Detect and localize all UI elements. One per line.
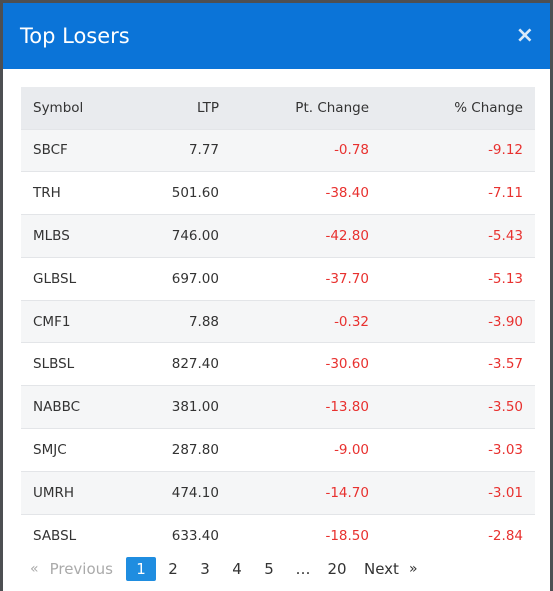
table-row[interactable]: TRH 501.60 -38.40 -7.11 [21, 171, 535, 215]
page-button-20[interactable]: 20 [327, 560, 347, 578]
table-row[interactable]: SBCF 7.77 -0.78 -9.12 [21, 128, 535, 172]
cell-symbol: TRH [21, 171, 141, 215]
cell-ltp: 381.00 [141, 385, 231, 429]
page-button-4[interactable]: 4 [232, 560, 242, 578]
cell-pt-change: -0.32 [231, 299, 381, 343]
cell-pt-change: -37.70 [231, 256, 381, 301]
table-row[interactable]: SMJC 287.80 -9.00 -3.03 [21, 428, 535, 472]
cell-pct-change: -9.12 [381, 128, 535, 172]
next-page-button[interactable]: Next [363, 560, 399, 578]
header-symbol[interactable]: Symbol [21, 87, 141, 129]
cell-pt-change: -9.00 [231, 428, 381, 472]
close-icon[interactable]: × [515, 23, 534, 48]
cell-symbol: NABBC [21, 385, 141, 429]
modal-title: Top Losers [20, 24, 130, 48]
page-button-3[interactable]: 3 [200, 560, 210, 578]
cell-symbol: CMF1 [21, 299, 141, 343]
cell-pct-change: -2.84 [381, 513, 535, 557]
cell-pt-change: -0.78 [231, 128, 381, 172]
cell-pt-change: -18.50 [231, 513, 381, 557]
table-row[interactable]: SLBSL 827.40 -30.60 -3.57 [21, 342, 535, 386]
cell-pt-change: -14.70 [231, 470, 381, 515]
cell-symbol: SLBSL [21, 342, 141, 386]
pagination-ellipsis: … [295, 560, 311, 578]
cell-symbol: SBCF [21, 128, 141, 172]
cell-pct-change: -3.50 [381, 385, 535, 429]
table-row[interactable]: NABBC 381.00 -13.80 -3.50 [21, 385, 535, 429]
cell-pct-change: -3.01 [381, 470, 535, 515]
table-row[interactable]: CMF1 7.88 -0.32 -3.90 [21, 299, 535, 343]
cell-symbol: SABSL [21, 513, 141, 557]
cell-pct-change: -7.11 [381, 171, 535, 215]
prev-arrow-icon: « [30, 561, 39, 577]
cell-ltp: 474.10 [141, 470, 231, 515]
cell-pt-change: -13.80 [231, 385, 381, 429]
cell-pct-change: -3.57 [381, 342, 535, 386]
header-ltp[interactable]: LTP [141, 87, 231, 129]
cell-pct-change: -5.13 [381, 256, 535, 301]
top-losers-modal: Top Losers × Symbol LTP Pt. Change % Cha… [3, 3, 550, 591]
cell-ltp: 7.77 [141, 128, 231, 172]
cell-symbol: GLBSL [21, 256, 141, 301]
cell-pct-change: -3.03 [381, 428, 535, 472]
table-row[interactable]: SABSL 633.40 -18.50 -2.84 [21, 513, 535, 557]
cell-pt-change: -42.80 [231, 214, 381, 258]
previous-page-button[interactable]: Previous [49, 560, 113, 578]
cell-ltp: 501.60 [141, 171, 231, 215]
cell-ltp: 746.00 [141, 214, 231, 258]
next-arrow-icon[interactable]: » [408, 561, 418, 577]
cell-pt-change: -30.60 [231, 342, 381, 386]
page-button-5[interactable]: 5 [264, 560, 274, 578]
header-pt-change[interactable]: Pt. Change [231, 87, 381, 129]
cell-ltp: 697.00 [141, 256, 231, 301]
modal-header: Top Losers × [3, 3, 550, 69]
cell-symbol: UMRH [21, 470, 141, 515]
cell-symbol: SMJC [21, 428, 141, 472]
page-button-1[interactable]: 1 [125, 557, 156, 581]
cell-pct-change: -5.43 [381, 214, 535, 258]
cell-ltp: 7.88 [141, 299, 231, 343]
table-row[interactable]: UMRH 474.10 -14.70 -3.01 [21, 470, 535, 515]
losers-table-container: Symbol LTP Pt. Change % Change SBCF 7.77… [21, 87, 535, 557]
table-row[interactable]: MLBS 746.00 -42.80 -5.43 [21, 214, 535, 258]
pagination: « Previous 1 2 3 4 5 … 20 Next » [30, 557, 418, 581]
losers-table: Symbol LTP Pt. Change % Change SBCF 7.77… [21, 87, 535, 557]
header-pct-change[interactable]: % Change [381, 87, 535, 129]
cell-symbol: MLBS [21, 214, 141, 258]
cell-ltp: 287.80 [141, 428, 231, 472]
cell-pct-change: -3.90 [381, 299, 535, 343]
cell-ltp: 827.40 [141, 342, 231, 386]
table-header-row: Symbol LTP Pt. Change % Change [21, 87, 535, 129]
page-button-2[interactable]: 2 [168, 560, 178, 578]
cell-pt-change: -38.40 [231, 171, 381, 215]
table-row[interactable]: GLBSL 697.00 -37.70 -5.13 [21, 256, 535, 301]
cell-ltp: 633.40 [141, 513, 231, 557]
